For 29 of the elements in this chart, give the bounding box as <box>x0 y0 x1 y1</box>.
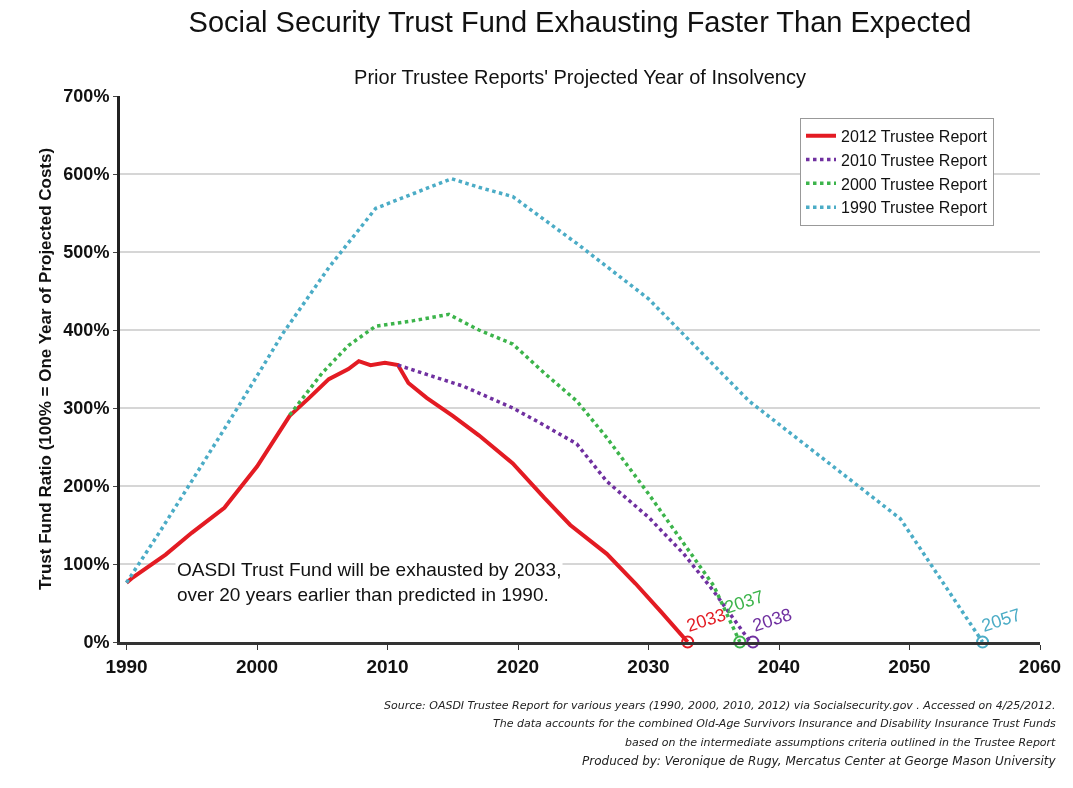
y-tick-label: 600% <box>63 164 110 185</box>
text: The data accounts for the combined Old-Age Survivors Insurance and Disability Insurance Trust Funds <box>493 717 1056 730</box>
chart-title: Social Security Trust Fund Exhausting Faster Than Expected <box>188 6 972 39</box>
text: based on the intermediate assumptions criteria outlined in the Trustee Report <box>625 736 1057 749</box>
y-tick-label: 700% <box>63 86 110 107</box>
y-axis-title: Trust Fund Ratio (100% = One Year of Projected Costs) <box>35 147 55 591</box>
y-tick-label: 100% <box>63 554 110 575</box>
x-tick-label: 2040 <box>757 655 801 677</box>
annotation: 2057 <box>978 604 1024 636</box>
y-tick-label: 400% <box>63 320 110 341</box>
legend-label: 2010 Trustee Report <box>841 151 988 169</box>
x-tick-label: 2030 <box>627 655 670 677</box>
x-tick-label: 2000 <box>235 655 279 677</box>
y-tick-label: 0% <box>83 632 110 653</box>
chart-subtitle: Prior Trustee Reports' Projected Year of Insolvency <box>354 66 806 89</box>
x-tick-label: 2060 <box>1018 655 1062 677</box>
y-tick-label: 500% <box>63 242 110 263</box>
x-tick-label: 2020 <box>496 655 540 677</box>
y-tick-label: 200% <box>63 476 110 497</box>
annotation: OASDI Trust Fund will be exhausted by 2033, over 20 years earlier than predicted in 1990. <box>177 559 562 605</box>
y-tick-label: 300% <box>63 398 110 419</box>
legend-label: 2000 Trustee Report <box>841 175 988 193</box>
source-note: Source: OASDI Trustee Report for various years (1990, 2000, 2010, 2012) via Socialsecurity.gov . Accessed on 4/25/2012. <box>384 699 1056 712</box>
legend-label: 1990 Trustee Report <box>841 199 988 217</box>
x-tick-label: 1990 <box>105 655 148 677</box>
x-tick-label: 2050 <box>888 655 931 677</box>
text: Produced by: Veronique de Rugy, Mercatus Center at George Mason University <box>582 754 1057 768</box>
legend-label: 2012 Trustee Report <box>841 127 988 145</box>
x-tick-label: 2010 <box>366 655 409 677</box>
